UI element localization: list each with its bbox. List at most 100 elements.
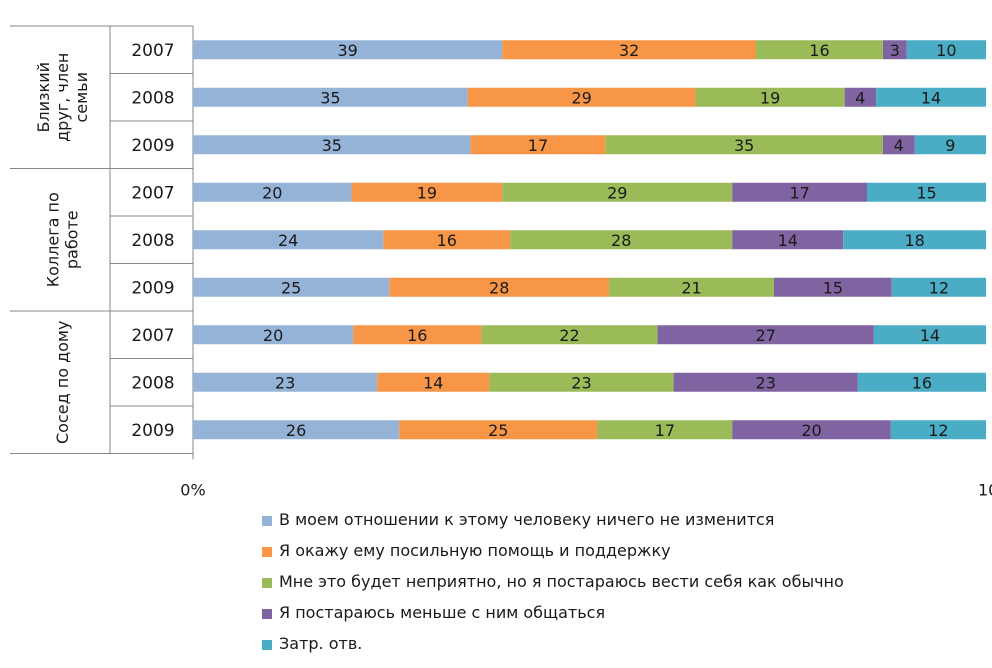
group-label: Сосед по дому	[53, 321, 72, 444]
legend-label: В моем отношении к этому человеку ничего…	[279, 510, 775, 529]
data-label: 23	[275, 373, 295, 392]
bar-segment	[882, 40, 907, 60]
bar-segment	[193, 182, 352, 202]
legend-swatch	[262, 578, 272, 588]
data-label: 15	[823, 278, 843, 297]
data-label: 4	[894, 136, 904, 155]
legend-label: Я постараюсь меньше с ним общаться	[279, 603, 606, 622]
bar-segment	[383, 230, 511, 250]
bar-segment	[843, 230, 986, 250]
data-label: 18	[904, 231, 924, 250]
legend-label: Я окажу ему посильную помощь и поддержку	[279, 541, 671, 560]
data-label: 20	[801, 421, 821, 440]
bar-segment	[732, 230, 844, 250]
legend-swatch	[262, 547, 272, 557]
bar-segment	[906, 40, 986, 60]
bar-segment	[657, 325, 874, 345]
data-label: 16	[809, 41, 829, 60]
legend-label: Затр. отв.	[279, 634, 363, 653]
bar-segment	[502, 182, 733, 202]
bar-segment	[377, 372, 490, 392]
data-label: 29	[607, 183, 627, 202]
bar-segment	[844, 87, 877, 107]
data-label: 16	[407, 326, 427, 345]
bar-segment	[193, 277, 390, 297]
bar-segment	[890, 420, 986, 440]
bar-segment	[609, 277, 775, 297]
legend-swatch	[262, 640, 272, 650]
data-label: 21	[681, 278, 701, 297]
data-label: 32	[619, 41, 639, 60]
data-label: 10	[936, 41, 956, 60]
bar-segment	[756, 40, 883, 60]
legend-swatch	[262, 516, 272, 526]
data-label: 12	[928, 421, 948, 440]
bar-segment	[867, 182, 986, 202]
group-label-line: друг, член	[53, 53, 72, 142]
data-label: 25	[488, 421, 508, 440]
data-label: 27	[756, 326, 776, 345]
year-label: 2009	[131, 421, 174, 441]
data-label: 14	[778, 231, 798, 250]
data-label: 14	[423, 373, 443, 392]
bar-segment	[467, 87, 696, 107]
year-label: 2007	[131, 41, 174, 61]
data-label: 28	[489, 278, 509, 297]
data-label: 17	[655, 421, 675, 440]
legend-label: Мне это будет неприятно, но я постараюсь…	[279, 572, 844, 591]
data-label: 12	[929, 278, 949, 297]
bar-segment	[351, 182, 503, 202]
data-label: 17	[789, 183, 809, 202]
data-label: 25	[281, 278, 301, 297]
legend-swatch	[262, 609, 272, 619]
group-label-line: Близкий	[34, 62, 53, 133]
bar-segment	[914, 135, 986, 155]
x-tick-label: 0%	[180, 481, 205, 500]
bar-segment	[193, 372, 378, 392]
bar-segment	[873, 325, 986, 345]
bar-segment	[193, 135, 471, 155]
bar-segment	[605, 135, 883, 155]
bar-segment	[876, 87, 986, 107]
data-label: 14	[920, 326, 940, 345]
data-label: 26	[286, 421, 306, 440]
data-label: 35	[322, 136, 342, 155]
year-label: 2009	[131, 278, 174, 298]
bar-segment	[193, 40, 503, 60]
year-label: 2008	[131, 231, 174, 251]
bar-segment	[193, 87, 468, 107]
data-label: 9	[945, 136, 955, 155]
data-label: 14	[921, 88, 941, 107]
data-label: 16	[437, 231, 457, 250]
bar-segment	[774, 277, 892, 297]
bar-segment	[502, 40, 757, 60]
bar-segment	[353, 325, 482, 345]
year-label: 2009	[131, 136, 174, 156]
data-label: 35	[320, 88, 340, 107]
bar-segment	[489, 372, 674, 392]
data-label: 22	[559, 326, 579, 345]
bar-segment	[673, 372, 858, 392]
group-label-line: семьи	[72, 72, 91, 123]
bar-segment	[857, 372, 986, 392]
bar-segment	[389, 277, 610, 297]
bar-segment	[882, 135, 915, 155]
x-tick-label: 100	[978, 481, 992, 500]
data-label: 20	[262, 183, 282, 202]
bar-segment	[399, 420, 598, 440]
bar-segment	[193, 230, 384, 250]
bar-segment	[732, 420, 891, 440]
data-label: 4	[855, 88, 865, 107]
bar-segment	[193, 420, 400, 440]
data-label: 29	[571, 88, 591, 107]
data-label: 17	[528, 136, 548, 155]
bar-segment	[481, 325, 658, 345]
year-label: 2007	[131, 326, 174, 346]
year-label: 2008	[131, 88, 174, 108]
bar-segment	[891, 277, 986, 297]
bar-segment	[193, 325, 354, 345]
group-label: Коллега поработе	[44, 192, 82, 287]
year-label: 2008	[131, 373, 174, 393]
data-label: 39	[337, 41, 357, 60]
